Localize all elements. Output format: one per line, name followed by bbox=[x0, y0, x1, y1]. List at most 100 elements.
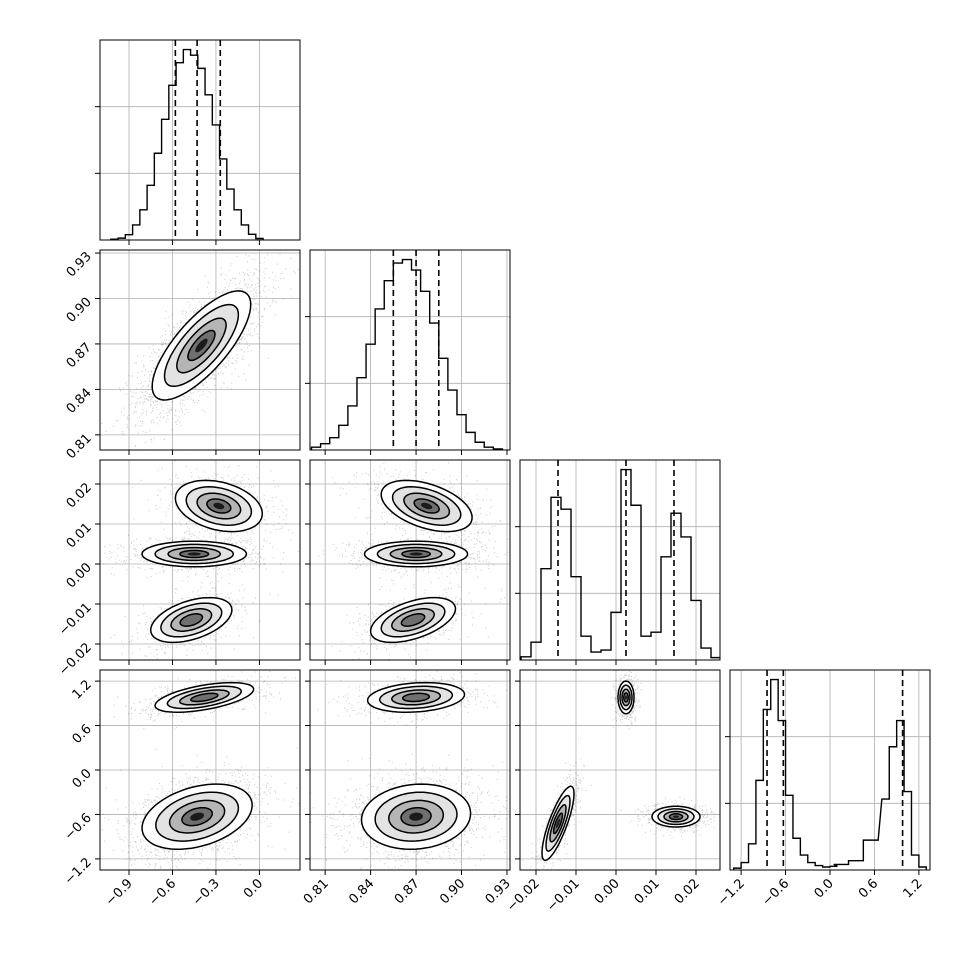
x-tick-label: 0.87 bbox=[392, 876, 423, 907]
panel-frame bbox=[519, 459, 721, 661]
x-tick-label: −0.6 bbox=[759, 876, 792, 909]
contour-line bbox=[401, 692, 431, 703]
panel-frame bbox=[309, 249, 511, 451]
contour-line bbox=[190, 692, 219, 703]
contour-line bbox=[657, 808, 695, 826]
contour-line bbox=[149, 596, 233, 644]
histogram-step bbox=[520, 468, 720, 660]
panel-frame bbox=[99, 39, 301, 241]
y-tick-label: −1.2 bbox=[62, 855, 95, 888]
contour-line bbox=[168, 799, 226, 834]
contour-line bbox=[623, 692, 629, 703]
contour-line bbox=[413, 498, 440, 514]
contour-line bbox=[178, 689, 230, 706]
contour-line bbox=[541, 785, 575, 862]
density-fill bbox=[556, 818, 560, 828]
contour-line bbox=[663, 810, 689, 823]
density-fill bbox=[421, 502, 433, 510]
density-fill bbox=[190, 812, 204, 821]
y-tick-label: 0.0 bbox=[70, 766, 95, 791]
scatter-panel-2-3 bbox=[522, 670, 715, 870]
contour-line bbox=[363, 540, 469, 568]
y-tick-label: 0.93 bbox=[64, 249, 95, 280]
y-tick-label: 0.87 bbox=[64, 340, 95, 371]
contour-line bbox=[154, 543, 235, 565]
contour-line bbox=[176, 317, 227, 374]
contour-line bbox=[376, 543, 456, 565]
x-tick-label: 0.01 bbox=[632, 876, 663, 907]
contour-line bbox=[141, 540, 248, 568]
contour-line bbox=[380, 479, 473, 533]
scatter-panel-1-2 bbox=[318, 462, 509, 660]
contour-line bbox=[403, 492, 451, 520]
histogram-0 bbox=[110, 40, 264, 240]
density-fill bbox=[402, 693, 430, 702]
x-tick-label: −0.9 bbox=[103, 876, 136, 909]
scatter-panel-0-2 bbox=[100, 460, 299, 659]
x-tick-label: 0.84 bbox=[346, 876, 377, 907]
x-tick-label: 0.0 bbox=[812, 876, 837, 901]
contour-line bbox=[163, 303, 240, 388]
density-fill bbox=[213, 502, 225, 510]
histogram-step bbox=[110, 48, 264, 240]
panel-frame bbox=[309, 459, 511, 661]
x-tick-label: −0.3 bbox=[190, 876, 223, 909]
x-tick-label: 0.02 bbox=[672, 876, 703, 907]
x-tick-label: −0.02 bbox=[504, 876, 543, 915]
contour-line bbox=[170, 608, 213, 632]
contour-line bbox=[378, 685, 454, 710]
contour-line bbox=[366, 681, 466, 713]
scatter-points bbox=[100, 670, 300, 870]
contour-line bbox=[552, 812, 564, 835]
y-tick-label: 0.84 bbox=[64, 386, 95, 417]
y-tick-label: −0.02 bbox=[56, 640, 95, 679]
x-tick-label: 0.81 bbox=[301, 876, 332, 907]
contour-line bbox=[391, 608, 435, 632]
x-tick-label: 0.0 bbox=[241, 876, 266, 901]
contour-line bbox=[391, 486, 462, 526]
contour-line bbox=[166, 685, 243, 710]
density-fill bbox=[195, 338, 208, 353]
scatter-panel-0-1 bbox=[101, 253, 299, 450]
x-tick-label: −0.6 bbox=[146, 876, 179, 909]
x-tick-label: 0.90 bbox=[437, 876, 468, 907]
density-fill bbox=[409, 812, 423, 821]
x-tick-label: 1.2 bbox=[900, 876, 925, 901]
contour-line bbox=[401, 549, 431, 559]
histogram-3 bbox=[733, 670, 927, 870]
contour-line bbox=[374, 791, 458, 842]
y-tick-label: 0.90 bbox=[64, 295, 95, 326]
histogram-2 bbox=[520, 460, 720, 660]
y-tick-label: −0.6 bbox=[62, 811, 95, 844]
density-fill bbox=[190, 693, 218, 702]
y-tick-label: −0.01 bbox=[56, 600, 95, 639]
y-tick-label: 0.81 bbox=[64, 431, 95, 462]
contour-line bbox=[179, 549, 210, 559]
contour-line bbox=[668, 813, 684, 821]
density-fill bbox=[187, 552, 201, 556]
contour-line bbox=[160, 602, 223, 638]
scatter-panel-0-3 bbox=[100, 670, 300, 870]
y-tick-label: 0.00 bbox=[64, 560, 95, 591]
contour-line bbox=[380, 602, 446, 638]
contour-line bbox=[391, 689, 442, 706]
density-fill bbox=[409, 552, 423, 556]
contour-line bbox=[651, 805, 701, 828]
contour-line bbox=[187, 329, 216, 362]
contour-line bbox=[196, 492, 242, 520]
y-tick-label: 0.02 bbox=[64, 480, 95, 511]
contour-line bbox=[549, 804, 567, 843]
y-tick-label: 1.2 bbox=[70, 677, 95, 702]
density-fill bbox=[673, 815, 679, 818]
contour-line bbox=[151, 290, 252, 401]
y-tick-label: 0.01 bbox=[64, 520, 95, 551]
density-fill bbox=[625, 695, 627, 700]
contour-line bbox=[389, 546, 443, 562]
panel-frame bbox=[99, 459, 301, 661]
panel-frame bbox=[99, 249, 301, 451]
histogram-step bbox=[310, 258, 504, 450]
panel-grid-0-0 bbox=[128, 40, 260, 240]
x-tick-label: −0.01 bbox=[544, 876, 583, 915]
histogram-1 bbox=[310, 250, 504, 450]
contour-line bbox=[400, 806, 432, 827]
